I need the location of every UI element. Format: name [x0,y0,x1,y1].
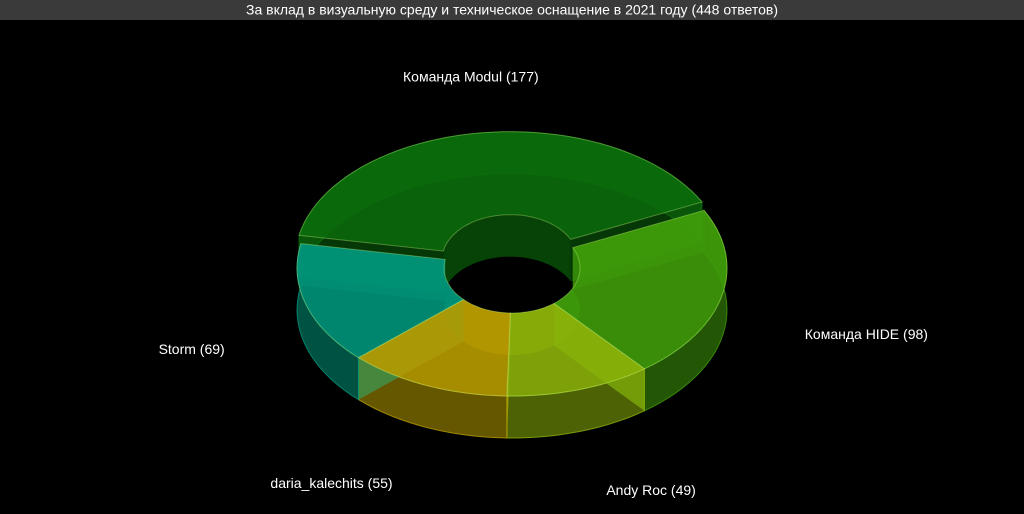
tops [296,131,728,397]
slice [296,243,465,359]
chart-title: За вклад в визуальную среду и техническо… [246,2,778,18]
inner-wall [443,214,571,294]
slice [298,131,703,252]
labels: Команда Modul (177) Команда HIDE (98) Andy… [159,69,928,498]
slice-label: Storm (69) [159,341,225,357]
slice-label: daria_kalechits (55) [270,475,392,491]
slice-label: Andy Roc (49) [606,482,695,498]
slice-label: Команда Modul (177) [403,69,539,85]
title-bar [0,0,1024,20]
slice-label: Команда HIDE (98) [805,326,928,342]
